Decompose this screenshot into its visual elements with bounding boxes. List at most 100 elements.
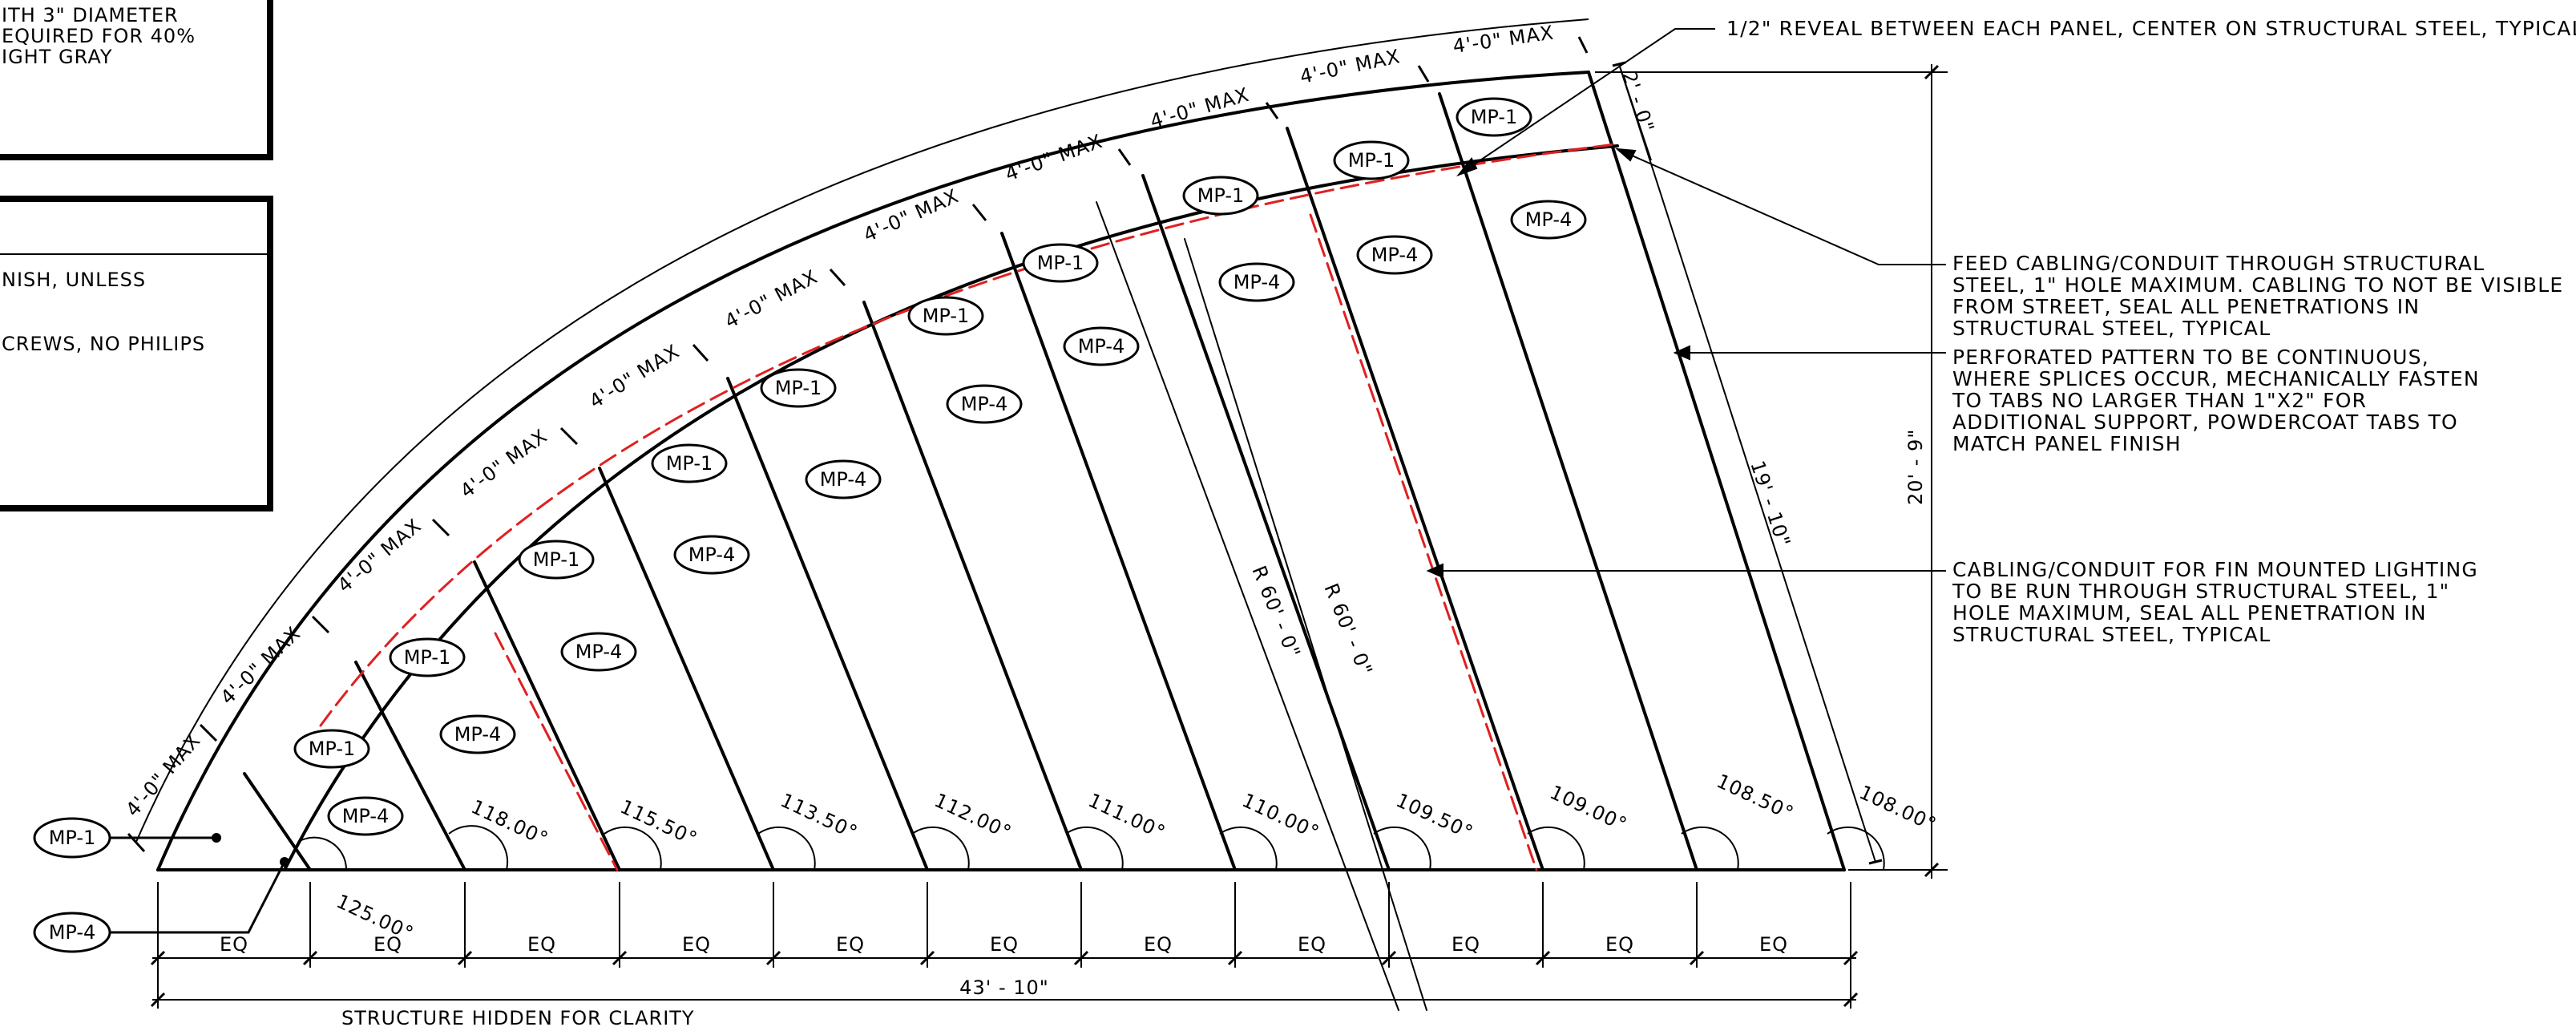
mp1-tag: MP-1 [1456,97,1532,137]
inner-arc [283,144,1619,871]
mp4-tag-label: MP-4 [1233,271,1281,293]
radius-label: R 60' - 0" [1319,580,1377,679]
dimension-tick [431,518,450,537]
angle-arc [911,826,970,871]
reveal-leader [1458,28,1715,176]
note-line: STRUCTURAL STEEL, TYPICAL [1952,623,2271,646]
hidden-structure-line [494,632,619,871]
mp1-tag-label: MP-1 [1197,184,1245,207]
note-line: FEED CABLING/CONDUIT THROUGH STRUCTURAL [1952,252,2485,275]
mp4-tag-label: MP-4 [1371,244,1419,266]
angle-arc [1219,826,1278,871]
outer-arc [156,71,1590,871]
mp1-tag-label: MP-1 [309,738,356,760]
general-notes-boxes: ITH 3" DIAMETER EQUIRED FOR 40% IGHT GRA… [0,0,273,511]
mp1-tag-label: MP-1 [404,646,451,669]
angle-label: 113.50° [777,789,861,844]
panel-width-label: 4'-0" MAX [121,730,204,821]
panel-width-label: 4'-0" MAX [1148,83,1252,133]
perforated-note: PERFORATED PATTERN TO BE CONTINUOUS, WHE… [1952,346,2480,455]
eq-labels: EQ EQ EQ EQ EQ EQ EQ EQ EQ EQ EQ 43' - 1… [220,933,1787,999]
general-note-line: ITH 3" DIAMETER [2,4,179,26]
panel-width-label: 4'-0" MAX [860,184,962,246]
top-band-label: 2' - 0" [1617,68,1658,135]
mp4-tag-label: MP-4 [454,723,502,746]
legend-mp1-label: MP-1 [49,827,96,849]
note-line: STEEL, 1" HOLE MAXIMUM. CABLING TO NOT B… [1952,273,2563,297]
dimension-tick [199,723,218,742]
mp4-tag: MP-4 [946,384,1023,424]
mp4-tag: MP-4 [1218,262,1295,302]
general-note-line: CREWS, NO PHILIPS [2,333,205,355]
mp4-tag: MP-4 [1063,326,1140,366]
angle-label: 108.50° [1713,770,1797,825]
mp1-tag-label: MP-1 [1471,106,1518,128]
mp1-tag: MP-1 [651,443,728,483]
hidden-structure-note: STRUCTURE HIDDEN FOR CLARITY [341,1007,695,1029]
panel-width-label: 4'-0" MAX [721,265,822,333]
angle-label: 109.50° [1392,789,1476,844]
panel-width-label: 4'-0" MAX [216,622,305,709]
cabling-feed-leader [1617,148,1946,265]
mp1-tag: MP-1 [760,368,837,408]
dimension-tick [1117,148,1132,166]
leader-dot [280,857,289,867]
angle-arc [297,836,348,871]
angle-arc [1373,826,1431,871]
top-band-dimension-line [1618,63,1652,161]
angle-label: 112.00° [931,789,1015,844]
dimension-tick [311,615,330,634]
mp1-tag: MP-1 [389,637,466,677]
mp1-tag: MP-1 [518,540,595,580]
general-note-line: NISH, UNLESS [2,269,146,291]
mp4-tag-label: MP-4 [1525,208,1573,231]
notes-box-upper [0,0,273,160]
panel-width-label: 4'-0" MAX [456,425,551,503]
dimension-tick [1417,65,1430,83]
panel-divider [1000,232,1237,871]
dimension-tick [1577,36,1589,54]
angle-label: 110.00° [1238,789,1322,844]
eq-label: EQ [373,933,402,956]
mp1-tag: MP-1 [1182,176,1259,216]
mp4-tag: MP-4 [1356,235,1433,275]
dimension-ticks [150,950,1859,1008]
mp4-tag-label: MP-4 [688,544,736,566]
leader-line [111,861,286,934]
eq-label: EQ [682,933,711,956]
angle-arc [604,826,662,871]
mp4-tag-label: MP-4 [575,641,623,663]
legend-tags: MP-1 MP-4 [33,817,289,953]
mp1-tag-label: MP-1 [1037,252,1084,274]
eq-label: EQ [1605,933,1634,956]
perforated-arrowhead [1673,345,1690,361]
note-line: TO TABS NO LARGER THAN 1"X2" FOR [1952,389,2367,412]
mp4-tag: MP-4 [673,535,750,575]
angle-label: 115.50° [616,795,701,851]
angle-arc [757,826,816,871]
panel-divider [1141,174,1391,871]
dimension-tick [127,832,146,853]
mp1-tag-label: MP-1 [775,377,822,399]
eq-label: EQ [836,933,865,956]
dimension-tick [829,268,846,287]
eq-label: EQ [990,933,1019,956]
vertical-dimensions [1595,61,1948,879]
mp1-tag-label: MP-1 [533,548,580,571]
mp1-tag-label: MP-1 [1348,149,1395,172]
mp1-tag-label: MP-1 [666,452,713,475]
mp4-tag: MP-4 [1510,200,1587,240]
panel-divider [726,377,929,871]
reveal-note: 1/2" REVEAL BETWEEN EACH PANEL, CENTER O… [1726,17,2576,40]
legend-mp4-label: MP-4 [49,921,96,944]
panel-width-label: 4'-0" MAX [1298,45,1402,88]
eq-label: EQ [1452,933,1480,956]
panel-divider [243,772,312,871]
dimension-tick [971,204,987,221]
overall-width-label: 43' - 10" [959,976,1049,999]
note-line: WHERE SPLICES OCCUR, MECHANICALLY FASTEN [1952,367,2480,390]
note-line: MATCH PANEL FINISH [1952,432,2182,455]
mp4-tag: MP-4 [560,632,637,672]
angle-label: 109.00° [1546,781,1630,836]
legend-mp1-tag: MP-1 [33,817,111,859]
